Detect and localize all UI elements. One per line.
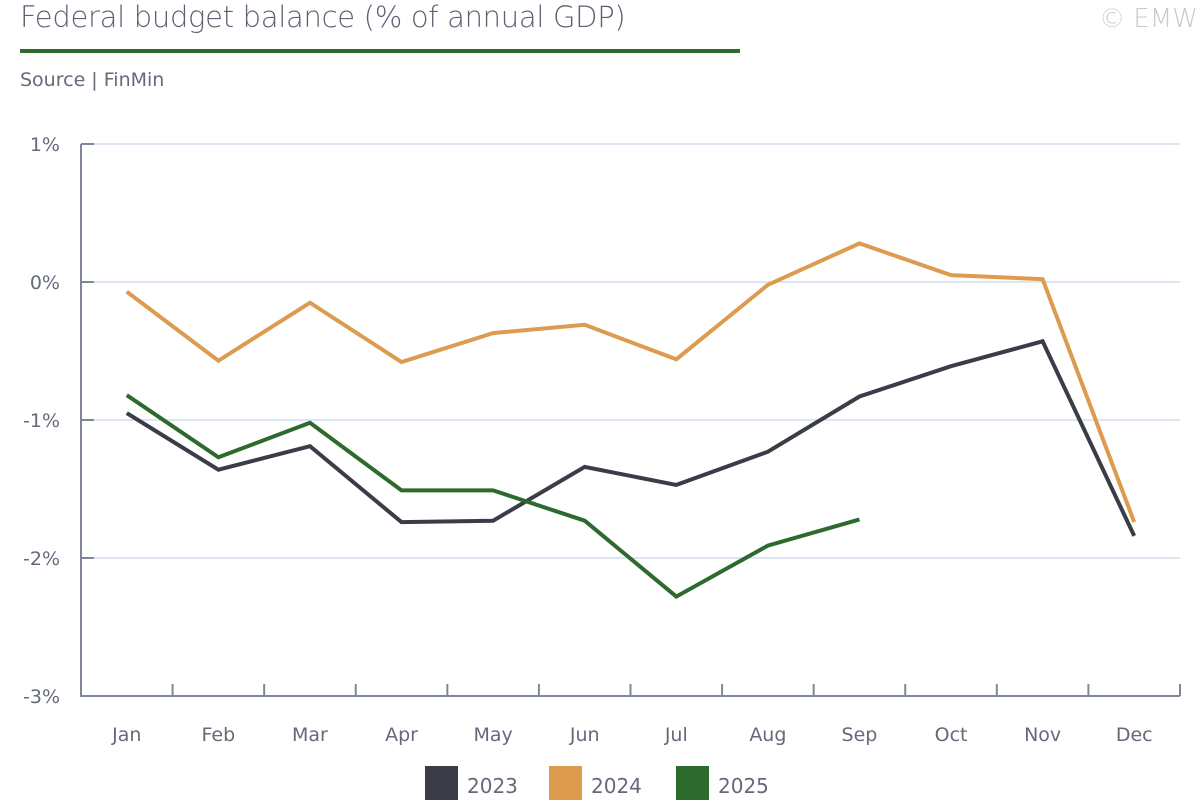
legend-swatch bbox=[549, 766, 582, 800]
legend-label: 2025 bbox=[718, 774, 769, 798]
legend-item-2025: 2025 bbox=[676, 766, 769, 800]
copyright-watermark: © EMW bbox=[1099, 4, 1198, 34]
y-tick-label: 1% bbox=[30, 134, 60, 156]
x-tick-label: Sep bbox=[842, 724, 878, 746]
y-tick-label: -1% bbox=[23, 410, 60, 432]
y-tick-label: -2% bbox=[23, 548, 60, 570]
y-tick-label: 0% bbox=[30, 272, 60, 294]
legend-label: 2023 bbox=[467, 774, 518, 798]
series-line-2023 bbox=[125, 338, 1137, 537]
legend-label: 2024 bbox=[591, 774, 642, 798]
gridlines bbox=[81, 143, 1180, 559]
x-tick-label: Jul bbox=[664, 724, 688, 746]
x-tick-label: May bbox=[473, 724, 512, 746]
chart-title: Federal budget balance (% of annual GDP) bbox=[20, 0, 626, 34]
legend-swatch bbox=[425, 766, 458, 800]
x-tick-label: Nov bbox=[1024, 724, 1061, 746]
series-lines bbox=[125, 241, 1137, 600]
source-note: Source | FinMin bbox=[20, 69, 165, 91]
legend-item-2024: 2024 bbox=[549, 766, 642, 800]
series-line-2025 bbox=[125, 393, 861, 600]
x-tick-label: Dec bbox=[1116, 724, 1153, 746]
x-tick-label: Feb bbox=[202, 724, 236, 746]
x-tick-label: Apr bbox=[385, 724, 418, 746]
x-tick-label: Jan bbox=[111, 724, 141, 746]
x-tick-label: Jun bbox=[569, 724, 600, 746]
y-tick-label: -3% bbox=[23, 686, 60, 708]
x-axis-ticks: Jan Feb Mar Apr May Jun Jul Aug Sep Oct Nov Dec bbox=[111, 684, 1181, 746]
legend-swatch bbox=[676, 766, 709, 800]
x-tick-label: Mar bbox=[292, 724, 328, 746]
y-axis-ticks: 1% 0% -1% -2% -3% bbox=[23, 134, 94, 708]
x-tick-label: Aug bbox=[749, 724, 786, 746]
legend-item-2023: 2023 bbox=[425, 766, 518, 800]
title-underline bbox=[20, 49, 740, 53]
series-line-2024 bbox=[125, 241, 1137, 523]
legend: 2023 2024 2025 bbox=[0, 766, 1200, 800]
x-tick-label: Oct bbox=[935, 724, 968, 746]
